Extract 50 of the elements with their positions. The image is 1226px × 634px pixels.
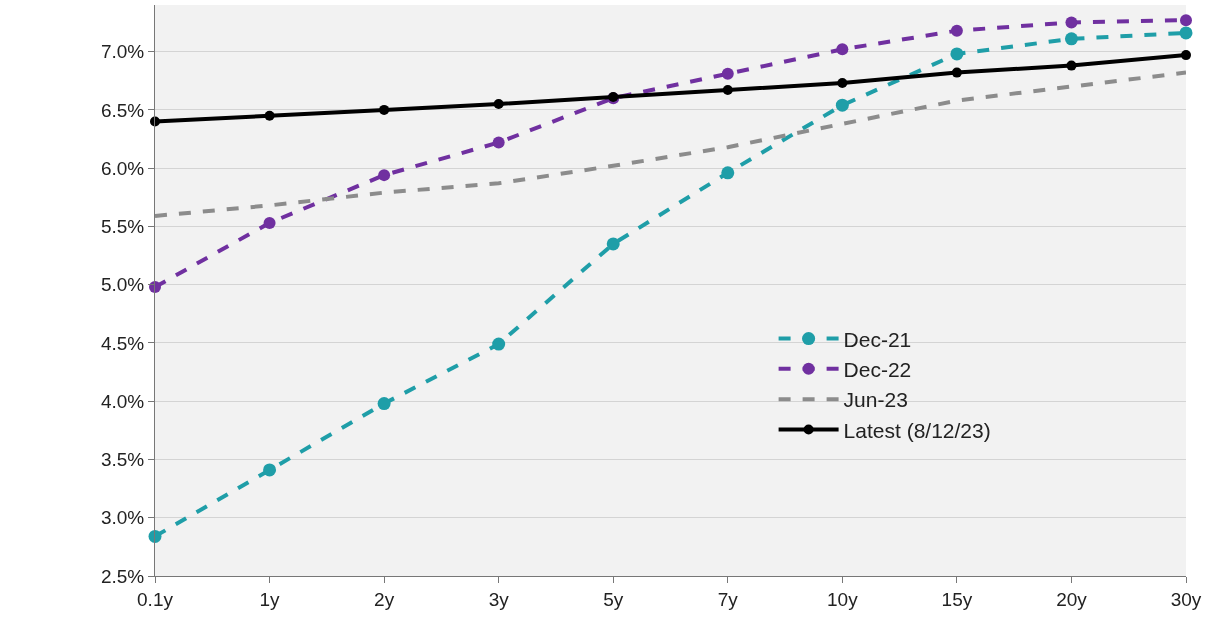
y-tick-label: 3.0% [100, 507, 145, 529]
point [837, 78, 848, 89]
y-tick-label: 4.5% [100, 332, 145, 354]
y-tick-label: 7.0% [100, 41, 145, 63]
y-tick-label: 2.5% [100, 565, 145, 587]
x-tick-label: 20y [1056, 588, 1088, 610]
y-tick-label: 3.5% [100, 449, 145, 471]
point [1181, 50, 1191, 61]
point [377, 397, 391, 411]
point [1065, 16, 1078, 29]
line-series [155, 70, 1186, 218]
point [1064, 32, 1078, 46]
point [1180, 14, 1192, 27]
legend-label: Dec-22 [843, 358, 912, 382]
x-tick-label: 2y [374, 588, 395, 610]
y-tick-label: 4.0% [100, 390, 145, 412]
point [721, 166, 735, 180]
point [493, 99, 504, 110]
x-tick-label: 7y [717, 588, 739, 610]
point [836, 43, 849, 56]
x-tick-label: 0.1y [137, 588, 174, 610]
point [1179, 26, 1193, 40]
point [263, 216, 276, 229]
point [263, 463, 277, 477]
point [721, 67, 734, 80]
point [951, 67, 962, 78]
point [950, 24, 963, 37]
y-tick-label: 5.0% [100, 274, 145, 296]
x-tick-label: 3y [488, 588, 510, 610]
point [492, 337, 506, 351]
point [950, 47, 964, 61]
y-tick-label: 6.0% [100, 157, 145, 179]
x-tick-label: 5y [603, 588, 624, 610]
point [1066, 60, 1077, 71]
y-tick-label: 5.5% [100, 216, 145, 238]
legend-label: Dec-21 [843, 327, 912, 351]
point [264, 110, 275, 121]
x-tick-label: 10y [827, 588, 859, 610]
x-tick-label: 1y [259, 588, 281, 610]
point [722, 85, 733, 96]
x-tick-label: 30y [1170, 588, 1202, 610]
point [379, 104, 390, 115]
legend-label: Latest (8/12/23) [843, 418, 991, 442]
x-tick-label: 15y [941, 588, 973, 610]
legend-label: Jun-23 [843, 388, 908, 412]
point [492, 136, 505, 149]
y-tick-label: 6.5% [100, 99, 145, 121]
point [835, 98, 849, 112]
point [606, 237, 620, 251]
point [378, 169, 391, 182]
